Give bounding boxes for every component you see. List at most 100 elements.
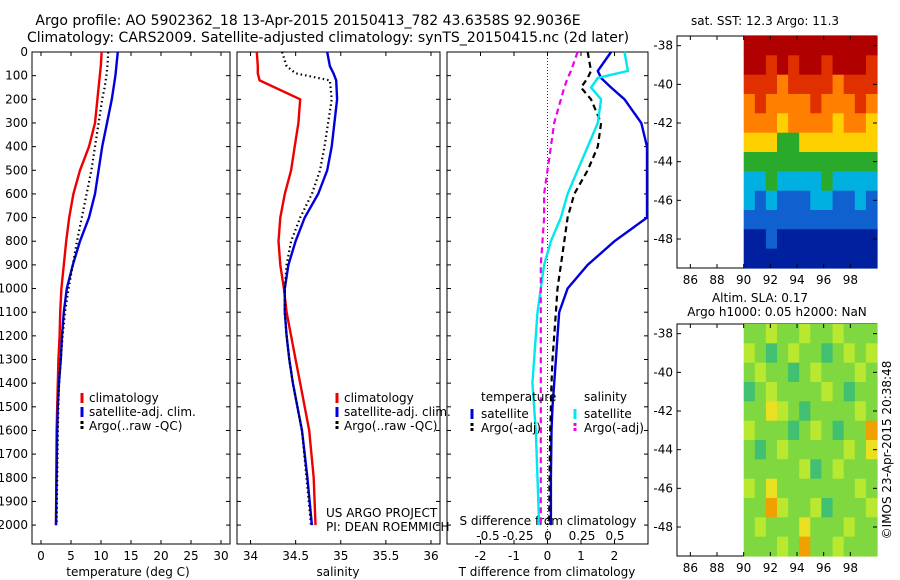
- x-tick-label: -1: [508, 549, 520, 563]
- depth-tick-label: 1700: [0, 447, 28, 461]
- map-y-tick-label: -42: [653, 404, 673, 418]
- map-y-tick-label: -38: [653, 327, 673, 341]
- heatmap-cell: [854, 171, 867, 192]
- heatmap-cell: [854, 210, 867, 230]
- depth-tick-label: 1800: [0, 471, 28, 485]
- salinity-panel-frame: [236, 51, 441, 545]
- map-y-tick-label: -40: [653, 77, 673, 91]
- map-y-tick-label: -40: [653, 365, 673, 379]
- heatmap-cell: [821, 343, 834, 364]
- heatmap-cell: [832, 420, 845, 441]
- heatmap-cell: [754, 132, 767, 153]
- x-tick-label: 20: [153, 549, 168, 563]
- heatmap-cell: [843, 362, 856, 383]
- heatmap-cell: [810, 171, 822, 192]
- heatmap-cell: [843, 420, 856, 441]
- heatmap-cell: [865, 382, 878, 402]
- heatmap-cell: [788, 229, 800, 250]
- heatmap-cell: [765, 536, 778, 557]
- heatmap-cell: [777, 74, 789, 95]
- series-line-argo-adj-: [548, 51, 603, 526]
- heatmap-cell: [821, 152, 834, 172]
- map-x-tick-label: 90: [736, 273, 751, 287]
- heatmap-cell: [777, 36, 789, 56]
- map-x-tick-label: 88: [709, 273, 724, 287]
- heatmap-cell: [788, 210, 800, 230]
- heatmap-cell: [843, 498, 856, 518]
- x-tick-label: 36: [423, 549, 438, 563]
- heatmap-cell: [821, 248, 834, 269]
- heatmap-cell: [788, 343, 800, 364]
- depth-tick-label: 1200: [0, 329, 28, 343]
- heatmap-cell: [843, 248, 856, 269]
- heatmap-cell: [854, 190, 867, 211]
- heatmap-cell: [765, 171, 778, 192]
- heatmap-cell: [777, 324, 789, 344]
- heatmap-cell: [743, 132, 756, 153]
- heatmap-cell: [777, 478, 789, 499]
- heatmap-cell: [843, 94, 856, 114]
- heatmap-cell: [788, 498, 800, 518]
- heatmap-cell: [810, 210, 822, 230]
- heatmap-cell: [810, 229, 822, 250]
- map-y-tick-label: -48: [653, 232, 673, 246]
- salinity-panel: salinity US ARGO PROJECT PI: DEAN ROEMMI…: [236, 51, 449, 579]
- heatmap-cell: [865, 55, 878, 76]
- heatmap-cell: [743, 498, 756, 518]
- heatmap-cell: [799, 517, 811, 538]
- heatmap-cell: [777, 343, 789, 364]
- heatmap-cell: [765, 113, 778, 134]
- heatmap-cell: [832, 113, 845, 134]
- sla-map-title-line2: Argo h1000: 0.05 h2000: NaN: [687, 305, 867, 319]
- heatmap-cell: [788, 517, 800, 538]
- heatmap-cell: [754, 190, 767, 211]
- heatmap-cell: [799, 113, 811, 134]
- heatmap-cell: [832, 171, 845, 192]
- heatmap-cell: [843, 517, 856, 538]
- heatmap-cell: [754, 440, 767, 460]
- heatmap-cell: [754, 343, 767, 364]
- heatmap-cell: [799, 498, 811, 518]
- heatmap-cell: [843, 190, 856, 211]
- x-tick-label: 34: [243, 549, 258, 563]
- heatmap-cell: [788, 94, 800, 114]
- heatmap-cell: [765, 55, 778, 76]
- depth-tick-label: 700: [5, 211, 28, 225]
- heatmap-cell: [843, 132, 856, 153]
- heatmap-cell: [765, 248, 778, 269]
- heatmap-cell: [777, 94, 789, 114]
- depth-tick-label: 1100: [0, 305, 28, 319]
- heatmap-cell: [777, 113, 789, 134]
- legend-label: satellite-adj. clim.: [89, 405, 196, 419]
- series-line-satellite: [531, 51, 630, 526]
- heatmap-cell: [865, 343, 878, 364]
- depth-tick-label: 900: [5, 258, 28, 272]
- heatmap-cell: [854, 478, 867, 499]
- x-tick-label: 25: [183, 549, 198, 563]
- heatmap-cell: [810, 94, 822, 114]
- x-tick-label: 0: [544, 549, 552, 563]
- heatmap-cell: [799, 459, 811, 480]
- heatmap-cell: [821, 382, 834, 402]
- heatmap-cell: [799, 324, 811, 344]
- heatmap-cell: [821, 420, 834, 441]
- heatmap-cell: [777, 171, 789, 192]
- heatmap-cell: [754, 171, 767, 192]
- heatmap-cell: [754, 74, 767, 95]
- legend-label: satellite: [481, 407, 529, 421]
- map-y-tick-label: -44: [653, 443, 673, 457]
- heatmap-cell: [810, 55, 822, 76]
- heatmap-cell: [821, 478, 834, 499]
- heatmap-cell: [743, 420, 756, 441]
- heatmap-cell: [743, 536, 756, 557]
- heatmap-cell: [854, 440, 867, 460]
- heatmap-cell: [743, 94, 756, 114]
- heatmap-cell: [777, 517, 789, 538]
- heatmap-cell: [777, 229, 789, 250]
- heatmap-cell: [788, 74, 800, 95]
- map-y-tick-label: -44: [653, 155, 673, 169]
- map-x-tick-label: 98: [843, 561, 858, 575]
- heatmap-cell: [743, 113, 756, 134]
- map-x-tick-label: 92: [763, 273, 778, 287]
- map-y-tick-label: -46: [653, 481, 673, 495]
